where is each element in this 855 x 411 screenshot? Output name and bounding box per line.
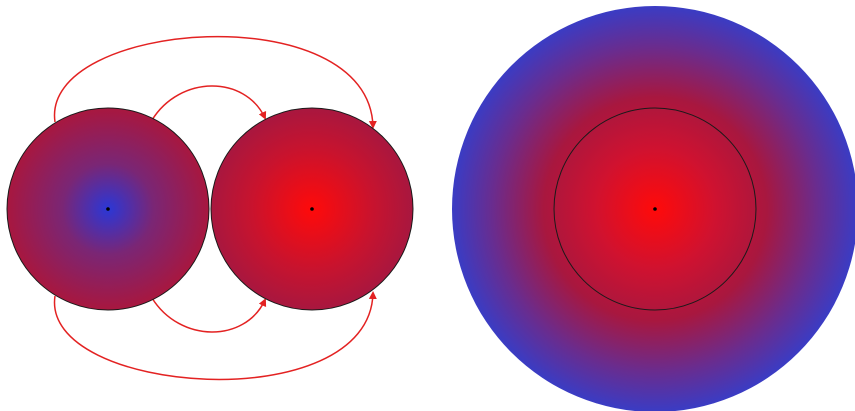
center-dot-left (106, 207, 110, 211)
center-dot-right (310, 207, 314, 211)
inner-circle-outline (553, 107, 757, 311)
center-dot-disc (653, 207, 657, 211)
outer-top-arrow (54, 35, 377, 129)
inner-top-arrow (151, 85, 267, 121)
left-figure (6, 35, 414, 381)
outer-bottom-arrow (54, 291, 377, 381)
inner-bottom-arrow (151, 297, 267, 333)
right-figure (452, 6, 855, 411)
